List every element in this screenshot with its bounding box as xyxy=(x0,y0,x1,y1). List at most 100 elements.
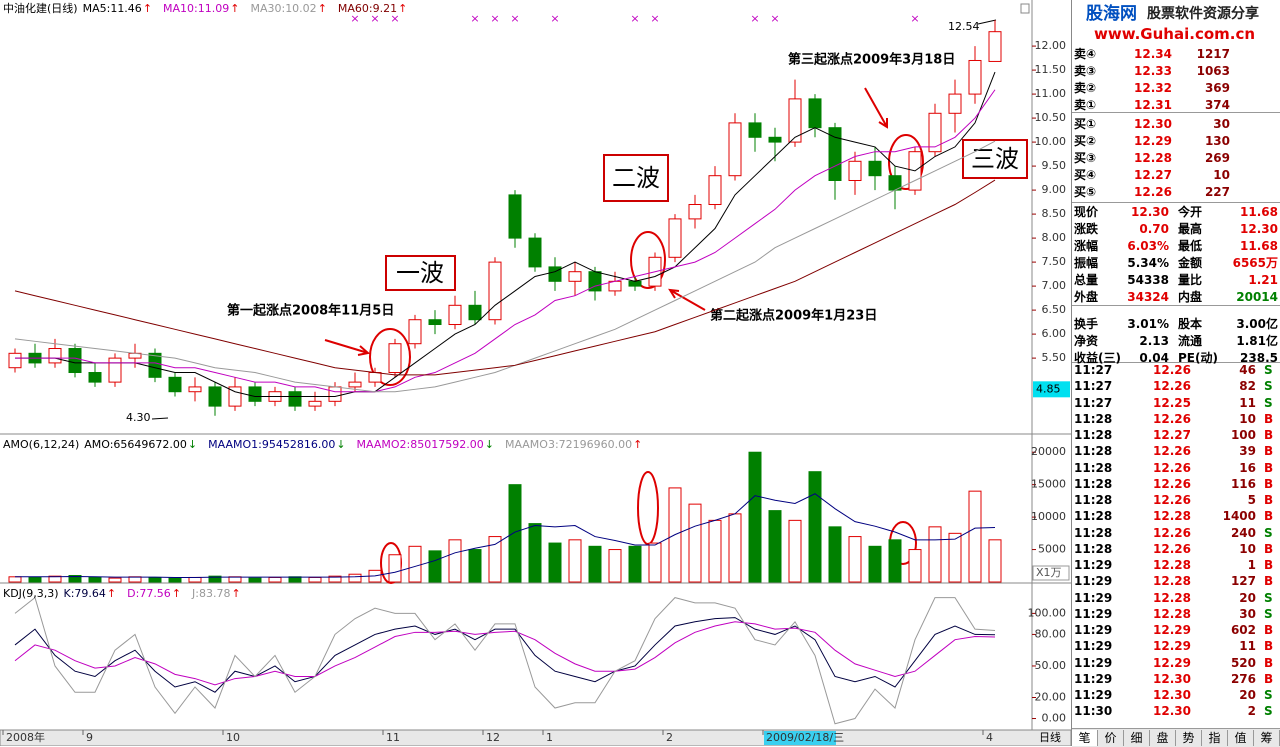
x-tick-label: 2008年 xyxy=(6,730,45,744)
candle-body xyxy=(368,372,382,383)
amo-bar xyxy=(208,575,222,583)
trade-volume: 39 xyxy=(1239,444,1256,459)
x-tick-label: 10 xyxy=(226,731,240,744)
candle-body xyxy=(168,376,182,393)
unit-label: X1万 xyxy=(1036,566,1062,579)
trade-side: B xyxy=(1264,655,1274,670)
legend-entry: J:83.78 xyxy=(191,587,230,600)
trade-volume: 116 xyxy=(1230,476,1256,491)
trade-volume: 240 xyxy=(1230,525,1256,540)
trade-volume: 46 xyxy=(1239,363,1256,377)
annotation: 第三起涨点2009年3月18日 xyxy=(788,52,955,68)
stat-label: 今开 xyxy=(1178,205,1203,219)
stat-value: 6.03% xyxy=(1127,239,1169,253)
candle-body xyxy=(248,386,262,402)
order-price: 12.30 xyxy=(1134,117,1172,131)
tab[interactable]: 筹 xyxy=(1254,730,1280,746)
trade-side: B xyxy=(1264,493,1274,507)
candle-body xyxy=(848,160,862,181)
candle-body xyxy=(408,319,422,345)
trade-time: 11:29 xyxy=(1074,606,1113,621)
trade-price: 12.29 xyxy=(1153,655,1191,670)
trade-price: 12.26 xyxy=(1153,541,1191,556)
stat-label: 外盘 xyxy=(1074,290,1099,304)
trade-volume: 11 xyxy=(1239,639,1256,654)
stat-value: 3.01% xyxy=(1127,317,1169,331)
stat-label: 收益(三) xyxy=(1074,351,1121,365)
order-label: 买④ xyxy=(1074,168,1097,182)
candle-body xyxy=(868,160,882,177)
tab[interactable]: 指 xyxy=(1202,730,1228,746)
trade-side: B xyxy=(1264,460,1274,475)
window-button[interactable] xyxy=(1020,3,1030,14)
order-price: 12.28 xyxy=(1134,151,1172,165)
amo-bar xyxy=(448,539,462,583)
trade-volume: 1400 xyxy=(1222,509,1256,524)
candle-body xyxy=(528,237,542,268)
trade-side: S xyxy=(1264,590,1273,605)
y-tick-label: 9.00 xyxy=(1042,183,1067,196)
amo-bar xyxy=(408,545,422,583)
trade-side: S xyxy=(1264,363,1273,377)
unit-box xyxy=(1032,565,1070,581)
highlight-ellipse xyxy=(630,231,666,289)
amo-bar xyxy=(348,573,362,583)
candle-body xyxy=(508,194,522,239)
y-tick-label: 20000 xyxy=(1031,445,1066,458)
legend-title: AMO(6,12,24) xyxy=(3,438,79,451)
trade-volume: 82 xyxy=(1239,379,1256,394)
y-tick-label: 5.50 xyxy=(1042,351,1067,364)
signal-mark: × xyxy=(750,12,759,25)
ma-line xyxy=(15,89,996,393)
tab[interactable]: 值 xyxy=(1228,730,1254,746)
candle-body xyxy=(308,400,322,407)
tab[interactable]: 笔 xyxy=(1072,730,1098,746)
amo-bar xyxy=(728,513,742,583)
order-price: 12.33 xyxy=(1134,64,1172,78)
amo-bar xyxy=(828,526,842,583)
legend-entry: K:79.64 xyxy=(64,587,106,600)
trade-time: 11:28 xyxy=(1074,525,1113,540)
candle-body xyxy=(348,381,362,388)
legend-title: 中油化建(日线) xyxy=(3,1,78,15)
trade-price: 12.26 xyxy=(1153,411,1191,426)
arrow xyxy=(668,288,706,311)
tab[interactable]: 盘 xyxy=(1150,730,1176,746)
candle-body xyxy=(748,122,762,138)
order-label: 买③ xyxy=(1074,151,1097,165)
trade-time: 11:29 xyxy=(1074,639,1113,654)
highlight-ellipse xyxy=(637,471,659,545)
tab[interactable]: 势 xyxy=(1176,730,1202,746)
trade-side: B xyxy=(1264,574,1274,589)
candle-body xyxy=(108,357,122,383)
candle-body xyxy=(688,203,702,220)
trade-price: 12.25 xyxy=(1153,395,1191,410)
trade-side: S xyxy=(1264,395,1273,410)
trade-time: 11:29 xyxy=(1074,558,1113,572)
trade-time: 11:29 xyxy=(1074,590,1113,605)
stat-label: 最高 xyxy=(1178,222,1203,236)
amo-bar xyxy=(768,510,782,583)
trade-price: 12.26 xyxy=(1153,460,1191,475)
tab[interactable]: 细 xyxy=(1124,730,1150,746)
wave-box xyxy=(603,154,669,202)
ma-line xyxy=(15,71,996,398)
candle-body xyxy=(988,31,1002,62)
stat-value: 0.70 xyxy=(1139,222,1169,236)
legend-trend: ↓ xyxy=(336,438,345,451)
logo-name: 股海网 xyxy=(1086,4,1137,24)
stat-value: 11.68 xyxy=(1240,205,1278,219)
amo-bar xyxy=(868,545,882,583)
y-tick-label: 12.00 xyxy=(1035,39,1067,52)
trade-volume: 20 xyxy=(1239,590,1256,605)
trade-time: 11:29 xyxy=(1074,655,1113,670)
candle-body xyxy=(188,386,202,393)
amo-bar xyxy=(188,576,202,583)
amo-bar xyxy=(648,542,662,583)
highlight-marks xyxy=(324,87,924,584)
trade-side: B xyxy=(1264,558,1274,572)
candle-body xyxy=(468,304,482,321)
stat-label: 金额 xyxy=(1178,256,1203,270)
tab[interactable]: 价 xyxy=(1098,730,1124,746)
x-tick-label: 2009/02/18/三 xyxy=(766,731,844,744)
